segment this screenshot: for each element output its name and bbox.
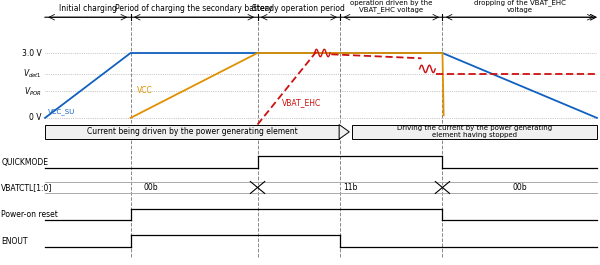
Text: $V_{det1}$: $V_{det1}$ [23,68,42,81]
Text: Steady operation period: Steady operation period [253,4,346,13]
Text: Power-on reset: Power-on reset [1,210,58,219]
Polygon shape [339,125,349,139]
Text: VCC_SU: VCC_SU [48,109,75,115]
Text: 11b: 11b [343,183,357,192]
Text: 0 V: 0 V [29,113,42,122]
Text: 3.0 V: 3.0 V [22,48,42,58]
Text: VBAT_EHC: VBAT_EHC [281,98,321,107]
Text: Current being driven by the power generating element: Current being driven by the power genera… [86,127,298,136]
Text: Initial charging: Initial charging [59,4,117,13]
Text: 00b: 00b [512,183,527,192]
Text: Operation stopping due to
dropping of the VBAT_EHC
voltage: Operation stopping due to dropping of th… [474,0,566,13]
Text: ENOUT: ENOUT [1,237,28,246]
Text: Period of maintaining
operation driven by the
VBAT_EHC voltage: Period of maintaining operation driven b… [350,0,433,13]
Text: 00b: 00b [144,183,158,192]
Text: $V_{POR}$: $V_{POR}$ [24,85,42,98]
FancyBboxPatch shape [45,125,339,139]
Text: VCC: VCC [137,86,152,95]
Text: Period of charging the secondary battery: Period of charging the secondary battery [115,4,273,13]
Text: VBATCTL[1:0]: VBATCTL[1:0] [1,183,53,192]
FancyBboxPatch shape [352,125,597,139]
Text: QUICKMODE: QUICKMODE [1,158,48,167]
Text: Driving the current by the power generating
element having stopped: Driving the current by the power generat… [397,125,552,138]
